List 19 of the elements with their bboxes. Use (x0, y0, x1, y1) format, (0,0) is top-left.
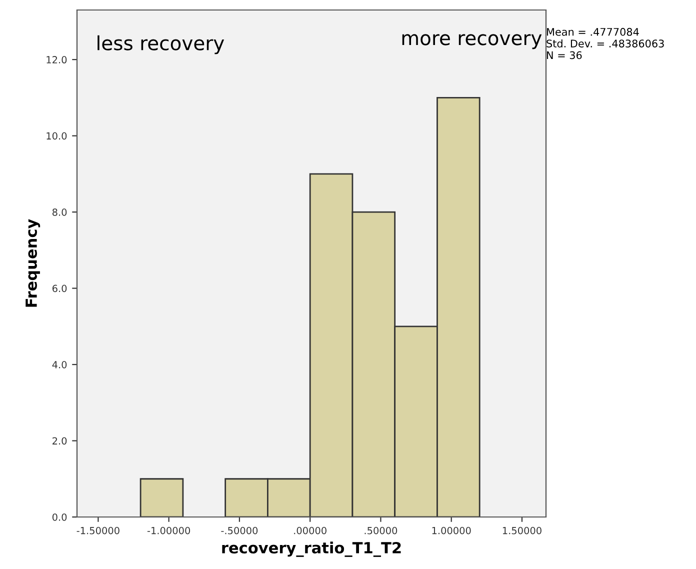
x-tick-label: 1.50000 (502, 526, 542, 534)
annotation: more recovery (402, 34, 542, 50)
x-axis-title: recovery_ratio_T1_T2 (222, 542, 401, 557)
y-tick-label: 8.0 (52, 208, 67, 216)
x-tick-label: .00000 (294, 526, 326, 534)
y-tick-label: 2.0 (52, 437, 67, 445)
y-axis-title: Frequency (26, 219, 40, 307)
x-tick-label: -1.50000 (76, 526, 120, 534)
x-tick-label: 1.00000 (432, 526, 471, 534)
y-tick-label: 0.0 (52, 513, 67, 521)
y-tick-label: 12.0 (46, 56, 67, 64)
x-tick-label: -1.00000 (147, 526, 190, 534)
y-tick-label: 4.0 (52, 360, 67, 368)
annotation: less recovery (98, 35, 224, 54)
x-tick-label: .50000 (364, 526, 398, 534)
y-tick-label: 6.0 (52, 284, 67, 292)
text: Mean = .4777084 Std. Dev. = .48386063 N = 36 (546, 28, 664, 60)
y-tick-label: 10.0 (46, 132, 67, 140)
x-tick-label: -.50000 (221, 526, 258, 534)
